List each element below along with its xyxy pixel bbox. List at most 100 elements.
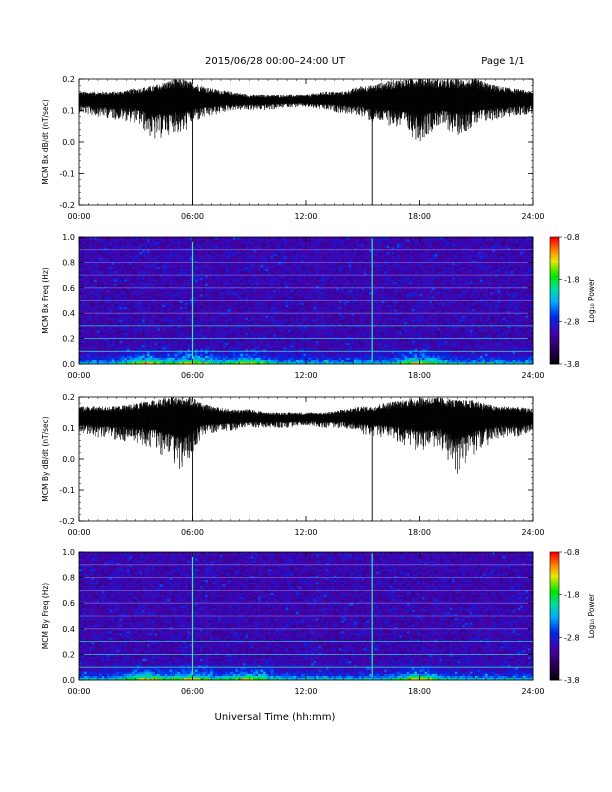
spectrogram-cell bbox=[212, 281, 216, 284]
spectrogram-cell bbox=[109, 285, 113, 289]
spectrogram-cell bbox=[278, 315, 282, 318]
spectrogram-cell bbox=[134, 275, 138, 278]
spectrogram-cell bbox=[202, 243, 206, 246]
spectrogram-cell bbox=[210, 353, 213, 356]
spectrogram-cell bbox=[169, 321, 173, 325]
spectrogram-cell bbox=[137, 302, 140, 306]
spectrogram-cell bbox=[205, 315, 208, 318]
spectrogram-cell bbox=[212, 294, 216, 297]
spectrogram-cell bbox=[172, 317, 176, 320]
spectrogram-cell bbox=[232, 268, 236, 272]
spectrogram-cell bbox=[258, 336, 261, 339]
spectrogram-cell bbox=[169, 285, 173, 289]
spectrogram-cell bbox=[147, 353, 150, 356]
spectrogram-cell bbox=[205, 351, 208, 354]
spectrogram-cell bbox=[172, 351, 176, 354]
spectrogram-cell bbox=[268, 256, 271, 259]
spectrogram-cell bbox=[139, 319, 143, 322]
spectrogram-cell bbox=[81, 338, 85, 342]
spectrogram-cell bbox=[182, 353, 186, 356]
spectrogram-cell bbox=[106, 275, 110, 278]
spectrogram-cell bbox=[167, 361, 171, 365]
spectrogram-cell bbox=[79, 311, 82, 314]
spectrogram-cell bbox=[124, 319, 128, 322]
spectrogram-cell bbox=[116, 296, 120, 299]
spectrogram-cell bbox=[144, 336, 148, 339]
spectrogram-cell bbox=[152, 239, 155, 242]
spectrogram-cell bbox=[212, 285, 216, 289]
spectrogram-cell bbox=[187, 332, 191, 335]
spectrogram-cell bbox=[79, 249, 82, 253]
spectrogram-cell bbox=[81, 323, 85, 327]
spectrogram-cell bbox=[84, 260, 87, 263]
spectrogram-cell bbox=[260, 241, 264, 244]
spectrogram-cell bbox=[253, 328, 256, 331]
spectrogram-cell bbox=[275, 347, 279, 350]
spectrogram-cell bbox=[260, 296, 264, 299]
spectrogram-cell bbox=[144, 357, 148, 361]
spectrogram-cell bbox=[124, 351, 128, 354]
spectrogram-cell bbox=[131, 283, 135, 286]
spectrogram-cell bbox=[84, 306, 87, 310]
spectrogram-cell bbox=[280, 336, 284, 339]
spectrogram-cell bbox=[162, 330, 166, 333]
spectrogram-cell bbox=[182, 313, 186, 316]
spectrogram-cell bbox=[184, 287, 188, 291]
spectrogram-cell bbox=[101, 332, 105, 335]
spectrogram-cell bbox=[159, 351, 163, 354]
spectrogram-cell bbox=[159, 243, 163, 246]
spectrogram-cell bbox=[197, 277, 201, 280]
spectrogram-cell bbox=[232, 361, 236, 365]
spectrogram-cell bbox=[86, 283, 90, 286]
spectrogram-cell bbox=[215, 338, 219, 342]
spectrogram-cell bbox=[197, 306, 201, 310]
spectrogram-cell bbox=[235, 277, 239, 280]
spectrogram-cell bbox=[147, 260, 150, 263]
spectrogram-cell bbox=[205, 304, 208, 308]
spectrogram-cell bbox=[273, 270, 277, 274]
spectrogram-cell bbox=[210, 289, 213, 293]
spectrogram-cell bbox=[207, 353, 211, 356]
spectrogram-cell bbox=[189, 289, 193, 293]
spectrogram-cell bbox=[232, 239, 236, 242]
spectrogram-cell bbox=[187, 251, 191, 255]
spectrogram-cell bbox=[99, 353, 102, 356]
spectrogram-cell bbox=[162, 321, 166, 325]
spectrogram-cell bbox=[116, 281, 120, 284]
spectrogram-cell bbox=[179, 311, 183, 314]
spectrogram-cell bbox=[195, 351, 198, 354]
spectrogram-cell bbox=[142, 262, 145, 265]
spectrogram-cell bbox=[124, 275, 128, 278]
spectrogram-cell bbox=[99, 300, 102, 303]
spectrogram-cell bbox=[121, 308, 125, 312]
spectrogram-cell bbox=[152, 296, 155, 299]
spectrogram-cell bbox=[99, 245, 102, 248]
spectrogram-cell bbox=[111, 351, 115, 354]
spectrogram-cell bbox=[240, 349, 244, 352]
spectrogram-cell bbox=[258, 313, 261, 316]
spectrogram-cell bbox=[197, 302, 201, 306]
spectrogram-cell bbox=[139, 351, 143, 354]
spectrogram-cell bbox=[255, 353, 259, 356]
spectrogram-cell bbox=[154, 317, 158, 320]
spectrogram-cell bbox=[202, 249, 206, 253]
spectrogram-cell bbox=[142, 241, 145, 244]
spectrogram-cell bbox=[212, 315, 216, 318]
spectrogram-cell bbox=[99, 355, 102, 358]
spectrogram-cell bbox=[99, 328, 102, 331]
spectrogram-cell bbox=[137, 253, 140, 257]
spectrogram-cell bbox=[245, 256, 249, 259]
spectrogram-cell bbox=[258, 344, 261, 348]
spectrogram-cell bbox=[157, 268, 161, 272]
spectrogram-cell bbox=[197, 349, 201, 352]
spectrogram-cell bbox=[235, 249, 239, 253]
spectrogram-cell bbox=[189, 239, 193, 242]
spectrogram-cell bbox=[240, 260, 244, 263]
spectrogram-cell bbox=[258, 281, 261, 284]
spectrogram-cell bbox=[152, 281, 155, 284]
spectrogram-cell bbox=[126, 281, 130, 284]
spectrogram-cell bbox=[187, 357, 191, 361]
spectrogram-cell bbox=[253, 266, 256, 270]
spectrogram-cell bbox=[126, 338, 130, 342]
spectrogram-cell bbox=[222, 268, 226, 272]
